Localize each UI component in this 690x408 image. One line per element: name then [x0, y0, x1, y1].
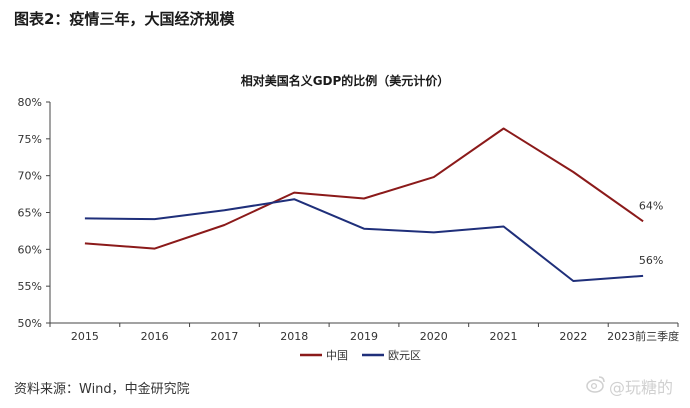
series-line-eurozone: [84, 198, 644, 282]
source-note: 资料来源：Wind，中金研究院: [14, 382, 190, 397]
legend-label: 欧元区: [388, 349, 421, 362]
annotation-layer: 64% 56%: [639, 199, 663, 267]
x-tick-label: 2020: [420, 330, 448, 343]
x-tick-label: 2022: [559, 330, 587, 343]
watermark: @玩糖的: [609, 378, 674, 397]
data-label: 64%: [639, 199, 663, 212]
series-layer: [84, 127, 644, 282]
weibo-icon: [586, 376, 605, 393]
x-tick-label: 2017: [210, 330, 238, 343]
data-label: 56%: [639, 254, 663, 267]
y-tick-label: 80%: [18, 96, 42, 109]
x-tick-label: 2015: [71, 330, 99, 343]
x-tick-label: 2021: [490, 330, 518, 343]
series-line-china: [84, 127, 644, 250]
figure-title: 图表2：疫情三年，大国经济规模: [14, 10, 235, 28]
x-tick-label: 2018: [280, 330, 308, 343]
y-tick-label: 65%: [18, 207, 42, 220]
legend-label: 中国: [326, 349, 348, 362]
x-tick-label: 2019: [350, 330, 378, 343]
y-tick-label: 60%: [18, 243, 42, 256]
x-tick-label: 2016: [141, 330, 169, 343]
x-tick-label: 2023前三季度: [607, 329, 679, 343]
y-tick-label: 50%: [18, 317, 42, 330]
axes: 50% 55% 60% 65% 70% 75% 80% 2015 2016 2017 2018 201…: [18, 96, 680, 343]
y-tick-label: 75%: [18, 133, 42, 146]
y-tick-label: 70%: [18, 170, 42, 183]
legend: 中国 欧元区: [300, 349, 421, 362]
chart-title: 相对美国名义GDP的比例（美元计价）: [241, 73, 450, 88]
y-tick-label: 55%: [18, 280, 42, 293]
